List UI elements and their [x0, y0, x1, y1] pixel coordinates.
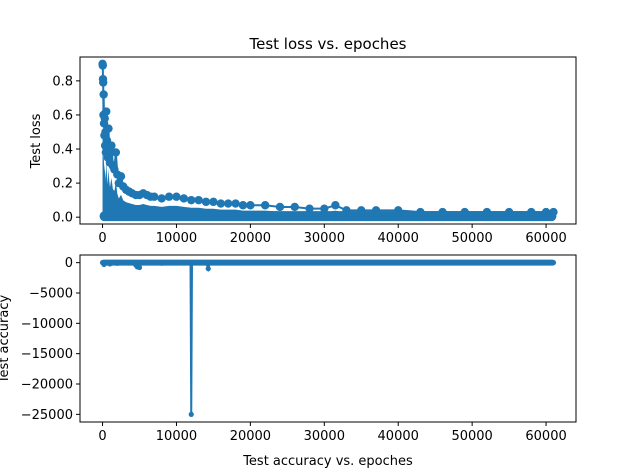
- accuracy-y-tick-label: −25000: [21, 408, 73, 423]
- accuracy-y-tick-label: −15000: [21, 347, 73, 362]
- accuracy-data-point: [173, 260, 180, 266]
- accuracy-data-point: [321, 260, 327, 266]
- loss-data-point: [260, 201, 270, 210]
- accuracy-data-point: [159, 260, 165, 266]
- accuracy-y-tick-label: −5000: [29, 286, 73, 301]
- accuracy-data-layer: [99, 259, 557, 417]
- loss-data-point: [100, 114, 109, 123]
- accuracy-data-point: [188, 411, 194, 417]
- loss-data-point: [179, 194, 189, 203]
- accuracy-x-tick-label: 30000: [304, 429, 345, 444]
- loss-data-point: [320, 204, 329, 213]
- loss-data-layer: [98, 59, 558, 222]
- accuracy-data-point: [469, 260, 475, 266]
- accuracy-data-point: [550, 260, 557, 266]
- accuracy-x-tick-label: 50000: [451, 429, 492, 444]
- loss-data-point: [116, 172, 126, 181]
- accuracy-x-tick-label: 10000: [156, 429, 197, 444]
- loss-x-tick-label: 60000: [525, 231, 566, 246]
- loss-y-tick-label: 0.4: [52, 143, 73, 158]
- loss-data-point: [224, 199, 233, 208]
- loss-data-point: [275, 202, 285, 212]
- loss-x-tick-label: 50000: [451, 231, 492, 246]
- loss-plot-frame: [79, 56, 577, 225]
- accuracy-x-tick-label: 40000: [378, 429, 419, 444]
- loss-x-tick-label: 30000: [304, 231, 345, 246]
- accuracy-data-point: [190, 260, 196, 266]
- loss-data-point: [201, 197, 211, 207]
- loss-x-tick-label: 20000: [230, 231, 271, 246]
- loss-data-point: [238, 201, 248, 210]
- loss-data-point: [246, 201, 255, 210]
- loss-data-point: [305, 204, 314, 213]
- loss-data-point: [187, 195, 196, 205]
- loss-y-tick-label: 0.8: [52, 74, 73, 89]
- accuracy-data-point: [144, 260, 150, 266]
- accuracy-x-tick-label: 0: [98, 429, 106, 444]
- loss-x-tick-label: 0: [98, 231, 106, 246]
- accuracy-data-point: [207, 260, 213, 266]
- accuracy-data-point: [247, 260, 253, 266]
- accuracy-subplot: 0 10000 20000 30000 40000 50000 60000 0 −5000 −1…: [0, 254, 577, 469]
- loss-x-tick-label: 40000: [378, 231, 419, 246]
- accuracy-data-point: [205, 266, 211, 272]
- accuracy-data-point: [196, 260, 202, 266]
- loss-data-point: [290, 202, 299, 212]
- accuracy-data-point: [114, 260, 120, 266]
- loss-data-point: [99, 78, 108, 87]
- loss-data-point: [150, 192, 159, 201]
- loss-chart-title: Test loss vs. epoches: [248, 35, 406, 53]
- accuracy-data-point: [395, 260, 401, 266]
- loss-data-point: [194, 195, 203, 205]
- accuracy-data-point: [138, 260, 144, 266]
- loss-data-point: [164, 192, 174, 201]
- loss-y-tick-label: 0.0: [52, 211, 73, 226]
- accuracy-data-point: [203, 260, 209, 266]
- loss-data-point: [111, 148, 121, 157]
- accuracy-x-tick-label: 20000: [230, 429, 271, 444]
- accuracy-y-axis-label: Test accuracy: [0, 295, 12, 385]
- accuracy-x-ticks: 0 10000 20000 30000 40000 50000 60000: [98, 422, 567, 444]
- loss-baseline-markers: [99, 211, 557, 222]
- loss-y-ticks: 0.0 0.2 0.4 0.6 0.8: [52, 74, 80, 226]
- loss-data-point: [331, 201, 340, 210]
- loss-data-point: [104, 124, 113, 133]
- loss-data-point: [99, 90, 108, 99]
- accuracy-data-point: [218, 260, 224, 266]
- loss-y-tick-label: 0.6: [52, 108, 73, 123]
- accuracy-y-tick-label: −10000: [21, 317, 73, 332]
- loss-data-point: [157, 194, 166, 203]
- loss-data-point: [102, 107, 111, 116]
- loss-data-point: [107, 141, 116, 150]
- accuracy-y-tick-label: −20000: [21, 378, 73, 393]
- loss-x-ticks: 0 10000 20000 30000 40000 50000 60000: [98, 224, 567, 246]
- loss-y-axis-label: Test loss: [29, 113, 44, 169]
- loss-data-point: [216, 199, 226, 208]
- accuracy-data-point: [122, 260, 128, 266]
- accuracy-y-ticks: 0 −5000 −10000 −15000 −20000 −25000: [21, 256, 80, 423]
- loss-data-point: [231, 199, 240, 208]
- accuracy-plot-frame: [79, 254, 577, 423]
- loss-data-point: [209, 197, 218, 207]
- loss-x-tick-label: 10000: [156, 231, 197, 246]
- loss-subplot: Test loss vs. epoches 0 10000 20000 30000 40…: [29, 35, 577, 246]
- loss-y-tick-label: 0.2: [52, 177, 73, 192]
- accuracy-x-axis-label: Test accuracy vs. epoches: [242, 454, 413, 469]
- loss-data-point: [98, 61, 107, 70]
- accuracy-y-tick-label: 0: [65, 256, 73, 271]
- accuracy-data-point: [136, 264, 143, 271]
- accuracy-x-tick-label: 60000: [525, 429, 566, 444]
- loss-data-point: [172, 192, 181, 201]
